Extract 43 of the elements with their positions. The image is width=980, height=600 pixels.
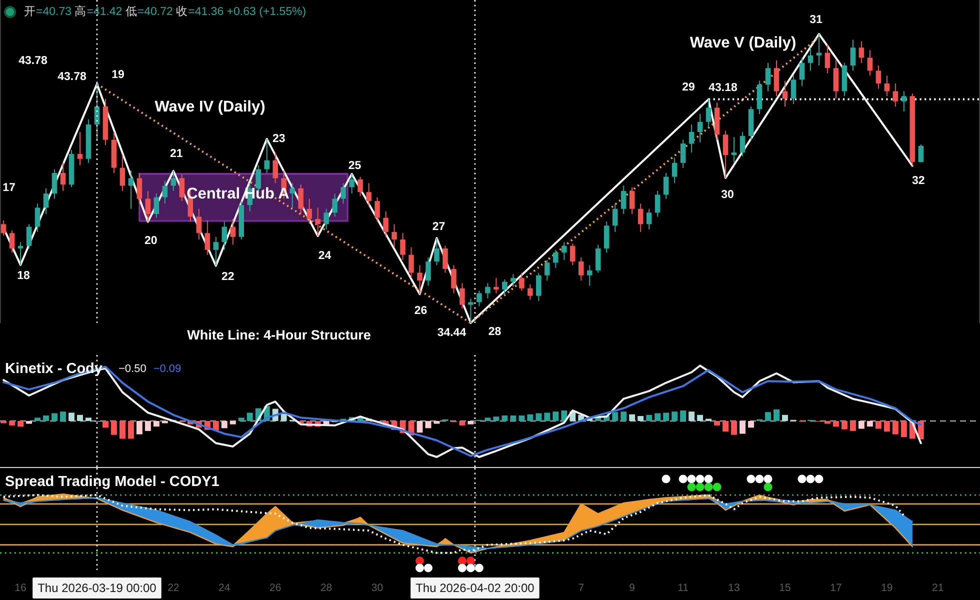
x-tick-label: 16 bbox=[14, 582, 27, 594]
x-tick-label: 21 bbox=[932, 582, 944, 594]
annotation: 32 bbox=[912, 174, 925, 187]
annotation: 23 bbox=[272, 132, 286, 145]
x-tick-label: 11 bbox=[678, 582, 689, 594]
x-tick-label: 9 bbox=[629, 582, 636, 594]
annotation: Wave IV (Daily) bbox=[154, 98, 266, 116]
chart-title: 开=40.73 高=41.42 低=40.72 收=41.36 +0.63 (+1.55%) bbox=[24, 6, 306, 18]
annotation: 31 bbox=[810, 14, 823, 26]
annotation: 20 bbox=[144, 234, 158, 247]
x-tick-label: 30 bbox=[371, 582, 384, 594]
annotation: −0.50 bbox=[118, 363, 146, 375]
annotation: 26 bbox=[414, 305, 428, 318]
annotation: 24 bbox=[318, 250, 332, 262]
x-tick-label: 28 bbox=[320, 582, 332, 594]
annotation: 29 bbox=[682, 81, 695, 94]
annotation: 17 bbox=[2, 182, 16, 194]
ref-line-label: Thu 2026-03-19 00:00 bbox=[38, 581, 157, 595]
ref-line-label: Thu 2026-04-02 20:00 bbox=[416, 581, 535, 595]
x-tick-label: 17 bbox=[830, 582, 842, 594]
annotation: Wave V (Daily) bbox=[690, 34, 796, 52]
x-tick-label: 7 bbox=[578, 582, 584, 594]
text: White Line: 4-Hour Structure bbox=[187, 328, 372, 342]
annotation: 27 bbox=[432, 221, 446, 234]
annotation: 30 bbox=[721, 188, 734, 201]
chart-title: Spread Trading Model - CODY1 bbox=[5, 474, 220, 490]
x-tick-label: 26 bbox=[270, 582, 282, 594]
annotation: 28 bbox=[488, 326, 502, 338]
annotation: 22 bbox=[221, 270, 234, 283]
annotation: 18 bbox=[17, 270, 31, 282]
annotation: 43.78 bbox=[58, 71, 87, 83]
annotation: 43.18 bbox=[708, 82, 738, 94]
x-tick-label: 19 bbox=[881, 582, 893, 594]
x-tick-label: 13 bbox=[728, 582, 740, 594]
x-tick-label: 22 bbox=[168, 582, 180, 594]
x-tick-label: 15 bbox=[779, 582, 791, 594]
annotation: 25 bbox=[348, 160, 362, 172]
annotation: −0.09 bbox=[153, 363, 182, 375]
annotation: 34.44 bbox=[437, 327, 467, 339]
annotation: 19 bbox=[112, 68, 124, 81]
annotation: 43.78 bbox=[18, 55, 48, 67]
x-tick-label: 24 bbox=[218, 582, 230, 594]
annotation: 21 bbox=[170, 148, 184, 160]
